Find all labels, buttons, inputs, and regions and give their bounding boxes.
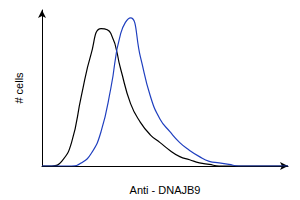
svg-text:# cells: # cells	[13, 72, 25, 104]
svg-text:Anti - DNAJB9: Anti - DNAJB9	[130, 184, 201, 196]
